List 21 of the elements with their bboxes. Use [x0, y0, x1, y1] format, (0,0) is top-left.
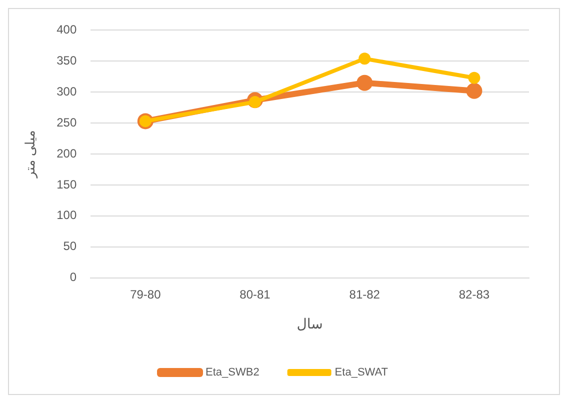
legend-label: Eta_SWB2 [206, 366, 260, 379]
x-tick-label: 82-83 [458, 287, 490, 302]
y-tick-label: 300 [56, 84, 77, 98]
x-tick-label: 79-80 [130, 287, 162, 302]
point [358, 52, 371, 65]
x-tick-label: 81-82 [349, 287, 380, 302]
point [356, 74, 373, 91]
y-tick-label: 400 [56, 22, 77, 37]
y-tick-label: 150 [56, 177, 77, 192]
x-tick-label: 80-81 [240, 287, 271, 302]
legend-label: Eta_SWAT [334, 366, 388, 379]
y-tick-label: 50 [63, 239, 77, 254]
x-axis-title: سال [296, 315, 323, 332]
y-tick-label: 0 [70, 270, 77, 284]
point [468, 72, 480, 84]
y-tick-label: 250 [56, 115, 77, 130]
y-tick-label: 200 [56, 146, 77, 160]
point [466, 82, 482, 99]
y-tick-label: 100 [56, 208, 77, 222]
y-axis-title: میلی متر [22, 130, 38, 179]
y-tick-label: 350 [56, 53, 77, 68]
